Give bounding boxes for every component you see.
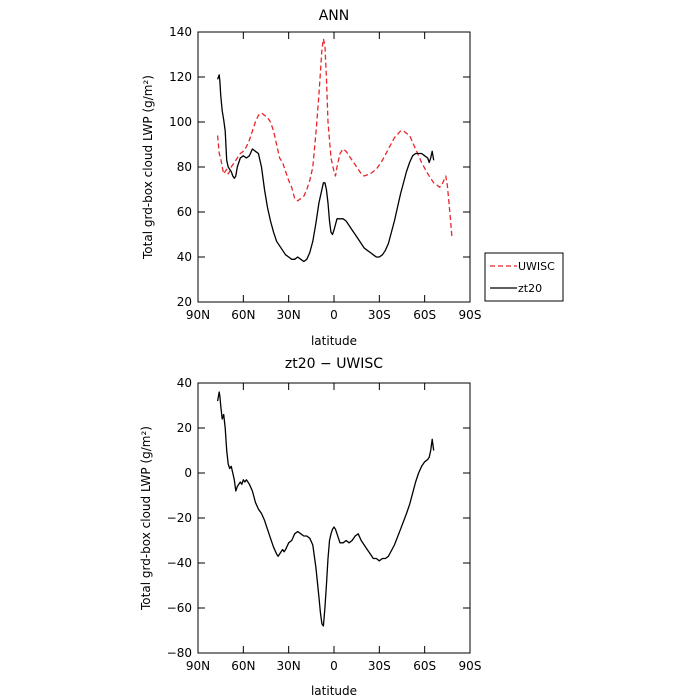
y-tick-label: 20	[177, 421, 192, 435]
chart-difference: zt20 − UWISC 90N 60N 30N 0 30S 60S 90S −80−60−…	[139, 356, 481, 698]
x-tick-label: 30N	[277, 659, 301, 673]
series-line-zt20	[216, 74, 435, 263]
y-tick-label: 40	[177, 376, 192, 390]
y-axis-label: Total grd-box cloud LWP (g/m²)	[139, 426, 153, 611]
y-tick-label: −40	[167, 556, 192, 570]
y-tick-label: 140	[169, 25, 192, 39]
series-layer	[216, 38, 453, 263]
legend: UWISC zt20	[484, 252, 564, 302]
y-axis: 20 40 60 80 100 120 140	[169, 25, 470, 309]
series-layer	[216, 391, 435, 627]
x-axis-label: latitude	[311, 684, 357, 698]
y-tick-label: 100	[169, 115, 192, 129]
x-tick-label: 60S	[413, 308, 436, 322]
y-axis-label: Total grd-box cloud LWP (g/m²)	[141, 75, 155, 260]
series-line-difference	[216, 391, 435, 627]
y-tick-label: 0	[184, 466, 192, 480]
y-tick-label: 80	[177, 160, 192, 174]
y-tick-label: 20	[177, 295, 192, 309]
x-tick-label: 0	[330, 308, 338, 322]
x-tick-label: 60S	[413, 659, 436, 673]
x-axis: 90N 60N 30N 0 30S 60S 90S	[186, 383, 482, 673]
x-tick-label: 30S	[368, 308, 391, 322]
legend-label-zt20: zt20	[518, 282, 542, 295]
y-axis: −80 −60 −40 −20 0 20 40	[167, 376, 470, 660]
plot-frame	[197, 382, 471, 654]
chart-annual: ANN 90N 60N 30N 0 30S 60S 90S 20 40 60 80 100 120 14…	[141, 8, 564, 348]
y-tick-label: 40	[177, 250, 192, 264]
x-axis-label: latitude	[311, 334, 357, 348]
y-tick-label: −20	[167, 511, 192, 525]
x-tick-label: 30S	[368, 659, 391, 673]
x-tick-label: 90S	[459, 659, 482, 673]
plot-frame	[197, 31, 471, 303]
series-line-uwisc	[216, 38, 453, 237]
y-tick-label: 60	[177, 205, 192, 219]
x-tick-label: 60N	[231, 659, 255, 673]
x-tick-label: 90N	[186, 308, 210, 322]
x-axis: 90N 60N 30N 0 30S 60S 90S	[186, 32, 482, 322]
y-tick-label: −60	[167, 601, 192, 615]
y-tick-label: 120	[169, 70, 192, 84]
x-tick-label: 90N	[186, 659, 210, 673]
chart-title: zt20 − UWISC	[285, 356, 383, 372]
x-tick-label: 0	[330, 659, 338, 673]
legend-box	[484, 252, 564, 302]
chart-title: ANN	[319, 8, 350, 24]
x-tick-label: 30N	[277, 308, 301, 322]
y-tick-label: −80	[167, 646, 192, 660]
legend-label-uwisc: UWISC	[518, 260, 555, 273]
x-tick-label: 90S	[459, 308, 482, 322]
x-tick-label: 60N	[231, 308, 255, 322]
